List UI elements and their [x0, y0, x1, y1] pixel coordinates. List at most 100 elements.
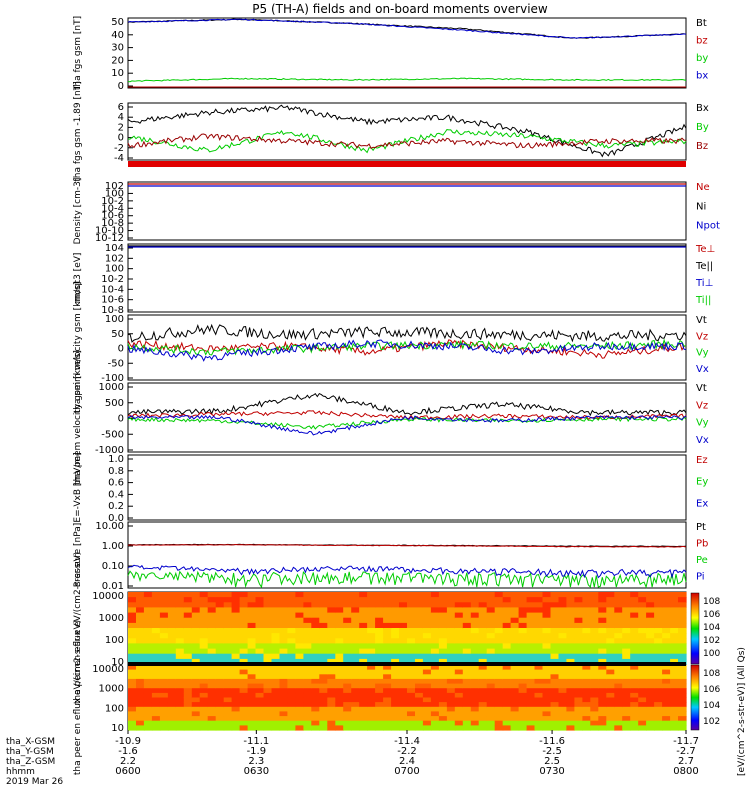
spectrogram-cell — [167, 702, 177, 708]
spectrogram-cell — [391, 628, 400, 634]
spectrogram-cell — [662, 643, 671, 650]
spectrogram-cell — [391, 638, 400, 644]
spectrogram-cell — [303, 653, 312, 660]
spectrogram-cell — [614, 711, 623, 717]
spectrogram-cell — [183, 716, 193, 722]
spectrogram-cell — [422, 711, 432, 717]
spectrogram-cell — [215, 633, 225, 639]
spectrogram-cell — [279, 638, 289, 644]
spectrogram-cell — [670, 638, 679, 644]
spectrogram-cell — [502, 597, 512, 603]
ytick-label: 0 — [118, 344, 124, 355]
spectrogram-cell — [215, 665, 225, 671]
spectrogram-cell — [199, 612, 209, 619]
spectrogram-cell — [143, 648, 153, 655]
spectrogram-cell — [598, 622, 607, 629]
spectrogram-cell — [128, 725, 137, 731]
spectrogram-cell — [470, 711, 480, 717]
spectrogram-cell — [223, 628, 233, 634]
spectrogram-cell — [271, 633, 281, 639]
spectrogram-cell — [630, 702, 639, 708]
spectrogram-cell — [175, 643, 185, 650]
spectrogram-cell — [574, 711, 583, 717]
spectrogram-cell — [151, 706, 161, 712]
spectrogram-cell — [183, 592, 193, 598]
spectrogram-cell — [542, 643, 552, 650]
spectrogram-cell — [638, 628, 647, 634]
ytick-label: 0.10 — [102, 561, 124, 572]
spectrogram-cell — [271, 697, 281, 703]
spectrogram-cell — [630, 683, 639, 689]
spectrogram-cell — [136, 633, 145, 639]
spectrogram-cell — [550, 688, 560, 694]
spectrogram-cell — [462, 643, 472, 650]
spectrogram-cell — [375, 607, 384, 614]
footer-value: -2.5 — [542, 746, 562, 757]
spectrogram-cell — [654, 669, 663, 675]
spectrogram-cell — [550, 643, 560, 650]
spectrogram-cell — [136, 716, 145, 722]
spectrogram-cell — [446, 653, 456, 660]
spectrogram-cell — [407, 665, 416, 671]
spectrogram-cell — [662, 638, 671, 644]
spectrogram-cell — [367, 688, 376, 694]
spectrogram-cell — [638, 688, 647, 694]
spectrogram-cell — [574, 622, 583, 629]
spectrogram-cell — [207, 688, 217, 694]
spectrogram-cell — [526, 617, 536, 624]
spectrogram-cell — [303, 602, 312, 608]
spectrogram-cell — [526, 683, 536, 689]
spectrogram-cell — [566, 688, 575, 694]
spectrogram-cell — [295, 711, 304, 717]
spectrogram-cell — [606, 711, 615, 717]
spectrogram-cell — [454, 607, 464, 614]
spectrogram-cell — [574, 678, 583, 685]
spectrogram-cell — [470, 602, 480, 608]
spectrogram-cell — [223, 602, 233, 608]
spectrogram-cell — [550, 692, 560, 699]
spectrogram-cell — [534, 702, 544, 708]
spectrogram-cell — [295, 648, 304, 655]
spectrogram-cell — [207, 643, 217, 650]
spectrogram-cell — [143, 692, 153, 699]
spectrogram-cell — [422, 688, 432, 694]
spectrogram-cell — [590, 612, 599, 619]
spectrogram-cell — [375, 669, 384, 675]
spectrogram-cell — [231, 658, 241, 665]
spectrogram-cell — [638, 602, 647, 608]
ytick-label: 100 — [105, 314, 124, 325]
spectrogram-cell — [478, 643, 488, 650]
spectrogram-cell — [136, 669, 145, 675]
spectrogram-cell — [478, 725, 488, 731]
spectrogram-cell — [375, 697, 384, 703]
spectrogram-cell — [654, 678, 663, 685]
spectrogram-cell — [662, 702, 671, 708]
spectrogram-cell — [391, 678, 400, 685]
spectrogram-cell — [678, 612, 687, 619]
spectrogram-cell — [128, 628, 137, 634]
spectrogram-cell — [247, 706, 257, 712]
spectrogram-cell — [239, 648, 249, 655]
spectrogram-cell — [574, 665, 583, 671]
spectrogram-cell — [407, 702, 416, 708]
spectrogram-cell — [542, 697, 552, 703]
spectrogram-cell — [295, 692, 304, 699]
spectrogram-cell — [638, 702, 647, 708]
spectrogram-cell — [430, 692, 440, 699]
spectrogram-cell — [223, 711, 233, 717]
spectrogram-cell — [319, 658, 328, 665]
spectrogram-cell — [622, 706, 631, 712]
spectrogram-cell — [438, 678, 448, 685]
spectrogram-cell — [223, 633, 233, 639]
spectrogram-cell — [486, 665, 496, 671]
spectrogram-cell — [175, 607, 185, 614]
spectrogram-cell — [574, 592, 583, 598]
spectrogram-cell — [199, 653, 209, 660]
spectrogram-cell — [367, 643, 376, 650]
spectrogram-cell — [446, 592, 456, 598]
spectrogram-cell — [486, 643, 496, 650]
spectrogram-cell — [654, 628, 663, 634]
spectrogram-cell — [494, 617, 504, 624]
spectrogram-cell — [351, 716, 360, 722]
spectrogram-cell — [383, 607, 392, 614]
